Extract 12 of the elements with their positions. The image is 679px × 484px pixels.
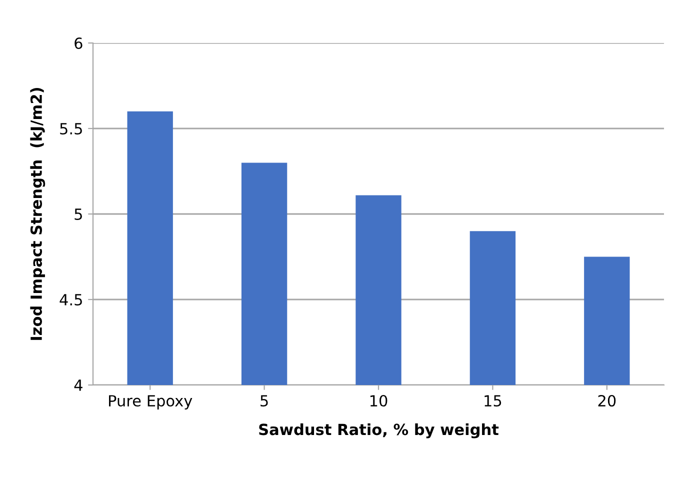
x-tick-label: 20 [598,394,616,407]
x-tick-label: 10 [370,394,388,407]
x-tick-label: Pure Epoxy [109,395,192,410]
y-tick-label: 6 [74,37,82,50]
y-tick-label: 4.5 [60,294,82,306]
x-tick-label: 15 [484,395,502,407]
x-tick-label: 5 [260,395,268,407]
y-tick-label: 4 [74,380,82,391]
y-tick-label: 5.5 [60,123,82,135]
x-axis-title: Sawdust Ratio, % by weight [259,423,499,438]
y-axis-title: Izod Impact Strength (kJ/m2) [30,88,46,340]
y-tick-label: 5 [74,208,82,220]
